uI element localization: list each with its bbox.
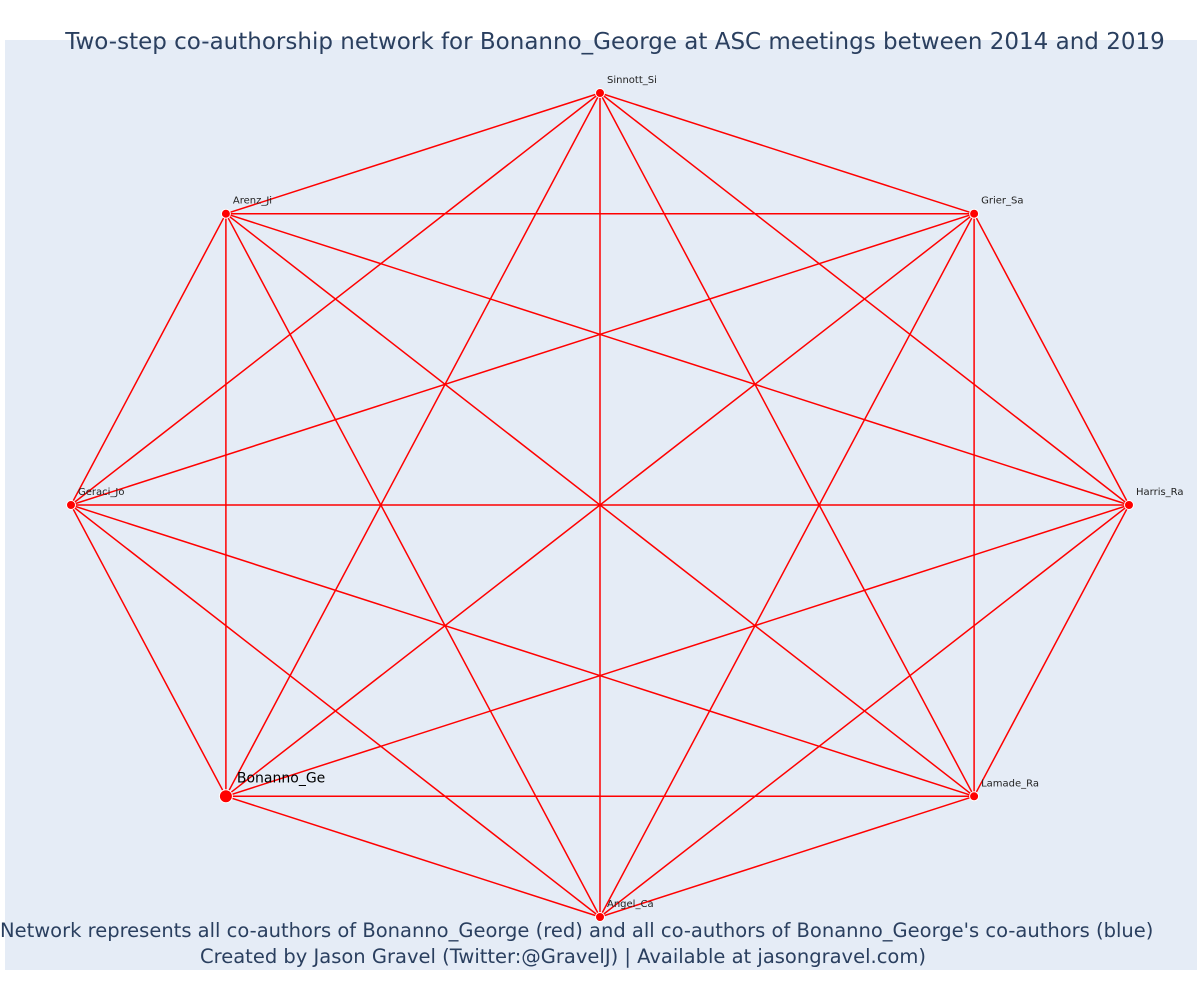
node-lamade-ra[interactable] <box>969 791 980 802</box>
edge-angel-ca-bonanno-ge <box>225 795 601 918</box>
edge-sinnott-si-grier-sa <box>599 92 975 215</box>
edge-harris-ra-arenz-ji <box>225 212 1130 506</box>
node-angel-ca[interactable] <box>595 912 605 922</box>
node-geraci-jo[interactable] <box>66 500 76 510</box>
node-arenz-ji[interactable] <box>220 208 231 219</box>
caption-line-1: Network represents all co-authors of Bon… <box>0 919 1154 942</box>
edge-lamade-ra-arenz-ji <box>225 213 975 797</box>
node-label-arenz-ji: Arenz_Ji <box>233 196 272 207</box>
edge-grier-sa-angel-ca <box>599 213 975 918</box>
caption-line-2: Created by Jason Gravel (Twitter:@Gravel… <box>200 945 926 968</box>
node-sinnott-si[interactable] <box>595 88 605 98</box>
node-label-sinnott-si: Sinnott_Si <box>607 75 657 86</box>
node-label-harris-ra: Harris_Ra <box>1136 487 1184 498</box>
edge-lamade-ra-angel-ca <box>599 795 975 918</box>
node-label-geraci-jo: Geraci_Jo <box>78 487 124 498</box>
edge-angel-ca-arenz-ji <box>225 213 601 918</box>
edge-harris-ra-bonanno-ge <box>225 504 1130 798</box>
node-label-bonanno-ge: Bonanno_Ge <box>237 770 325 786</box>
node-label-grier-sa: Grier_Sa <box>981 196 1023 207</box>
node-grier-sa[interactable] <box>969 208 980 219</box>
node-label-lamade-ra: Lamade_Ra <box>981 778 1039 789</box>
edge-angel-ca-geraci-jo <box>70 504 601 918</box>
nodes: Sinnott_Si Grier_Sa Harris_Ra Lamade_Ra Ange… <box>66 75 1184 922</box>
chart-title: Two-step co-authorship network for Bonan… <box>65 29 1165 55</box>
node-harris-ra[interactable] <box>1124 500 1134 510</box>
edge-sinnott-si-arenz-ji <box>225 92 601 215</box>
edge-bonanno-ge-geraci-jo <box>70 504 227 797</box>
edge-sinnott-si-bonanno-ge <box>225 92 601 797</box>
edge-lamade-ra-geraci-jo <box>70 504 975 798</box>
edge-geraci-jo-arenz-ji <box>70 213 227 506</box>
edge-grier-sa-geraci-jo <box>70 212 975 506</box>
edge-grier-sa-harris-ra <box>973 213 1130 506</box>
edges <box>70 92 1130 918</box>
node-label-angel-ca: Angel_Ca <box>607 899 654 910</box>
node-bonanno-ge[interactable] <box>218 789 233 804</box>
edge-harris-ra-lamade-ra <box>973 504 1130 797</box>
edge-sinnott-si-lamade-ra <box>599 92 975 797</box>
